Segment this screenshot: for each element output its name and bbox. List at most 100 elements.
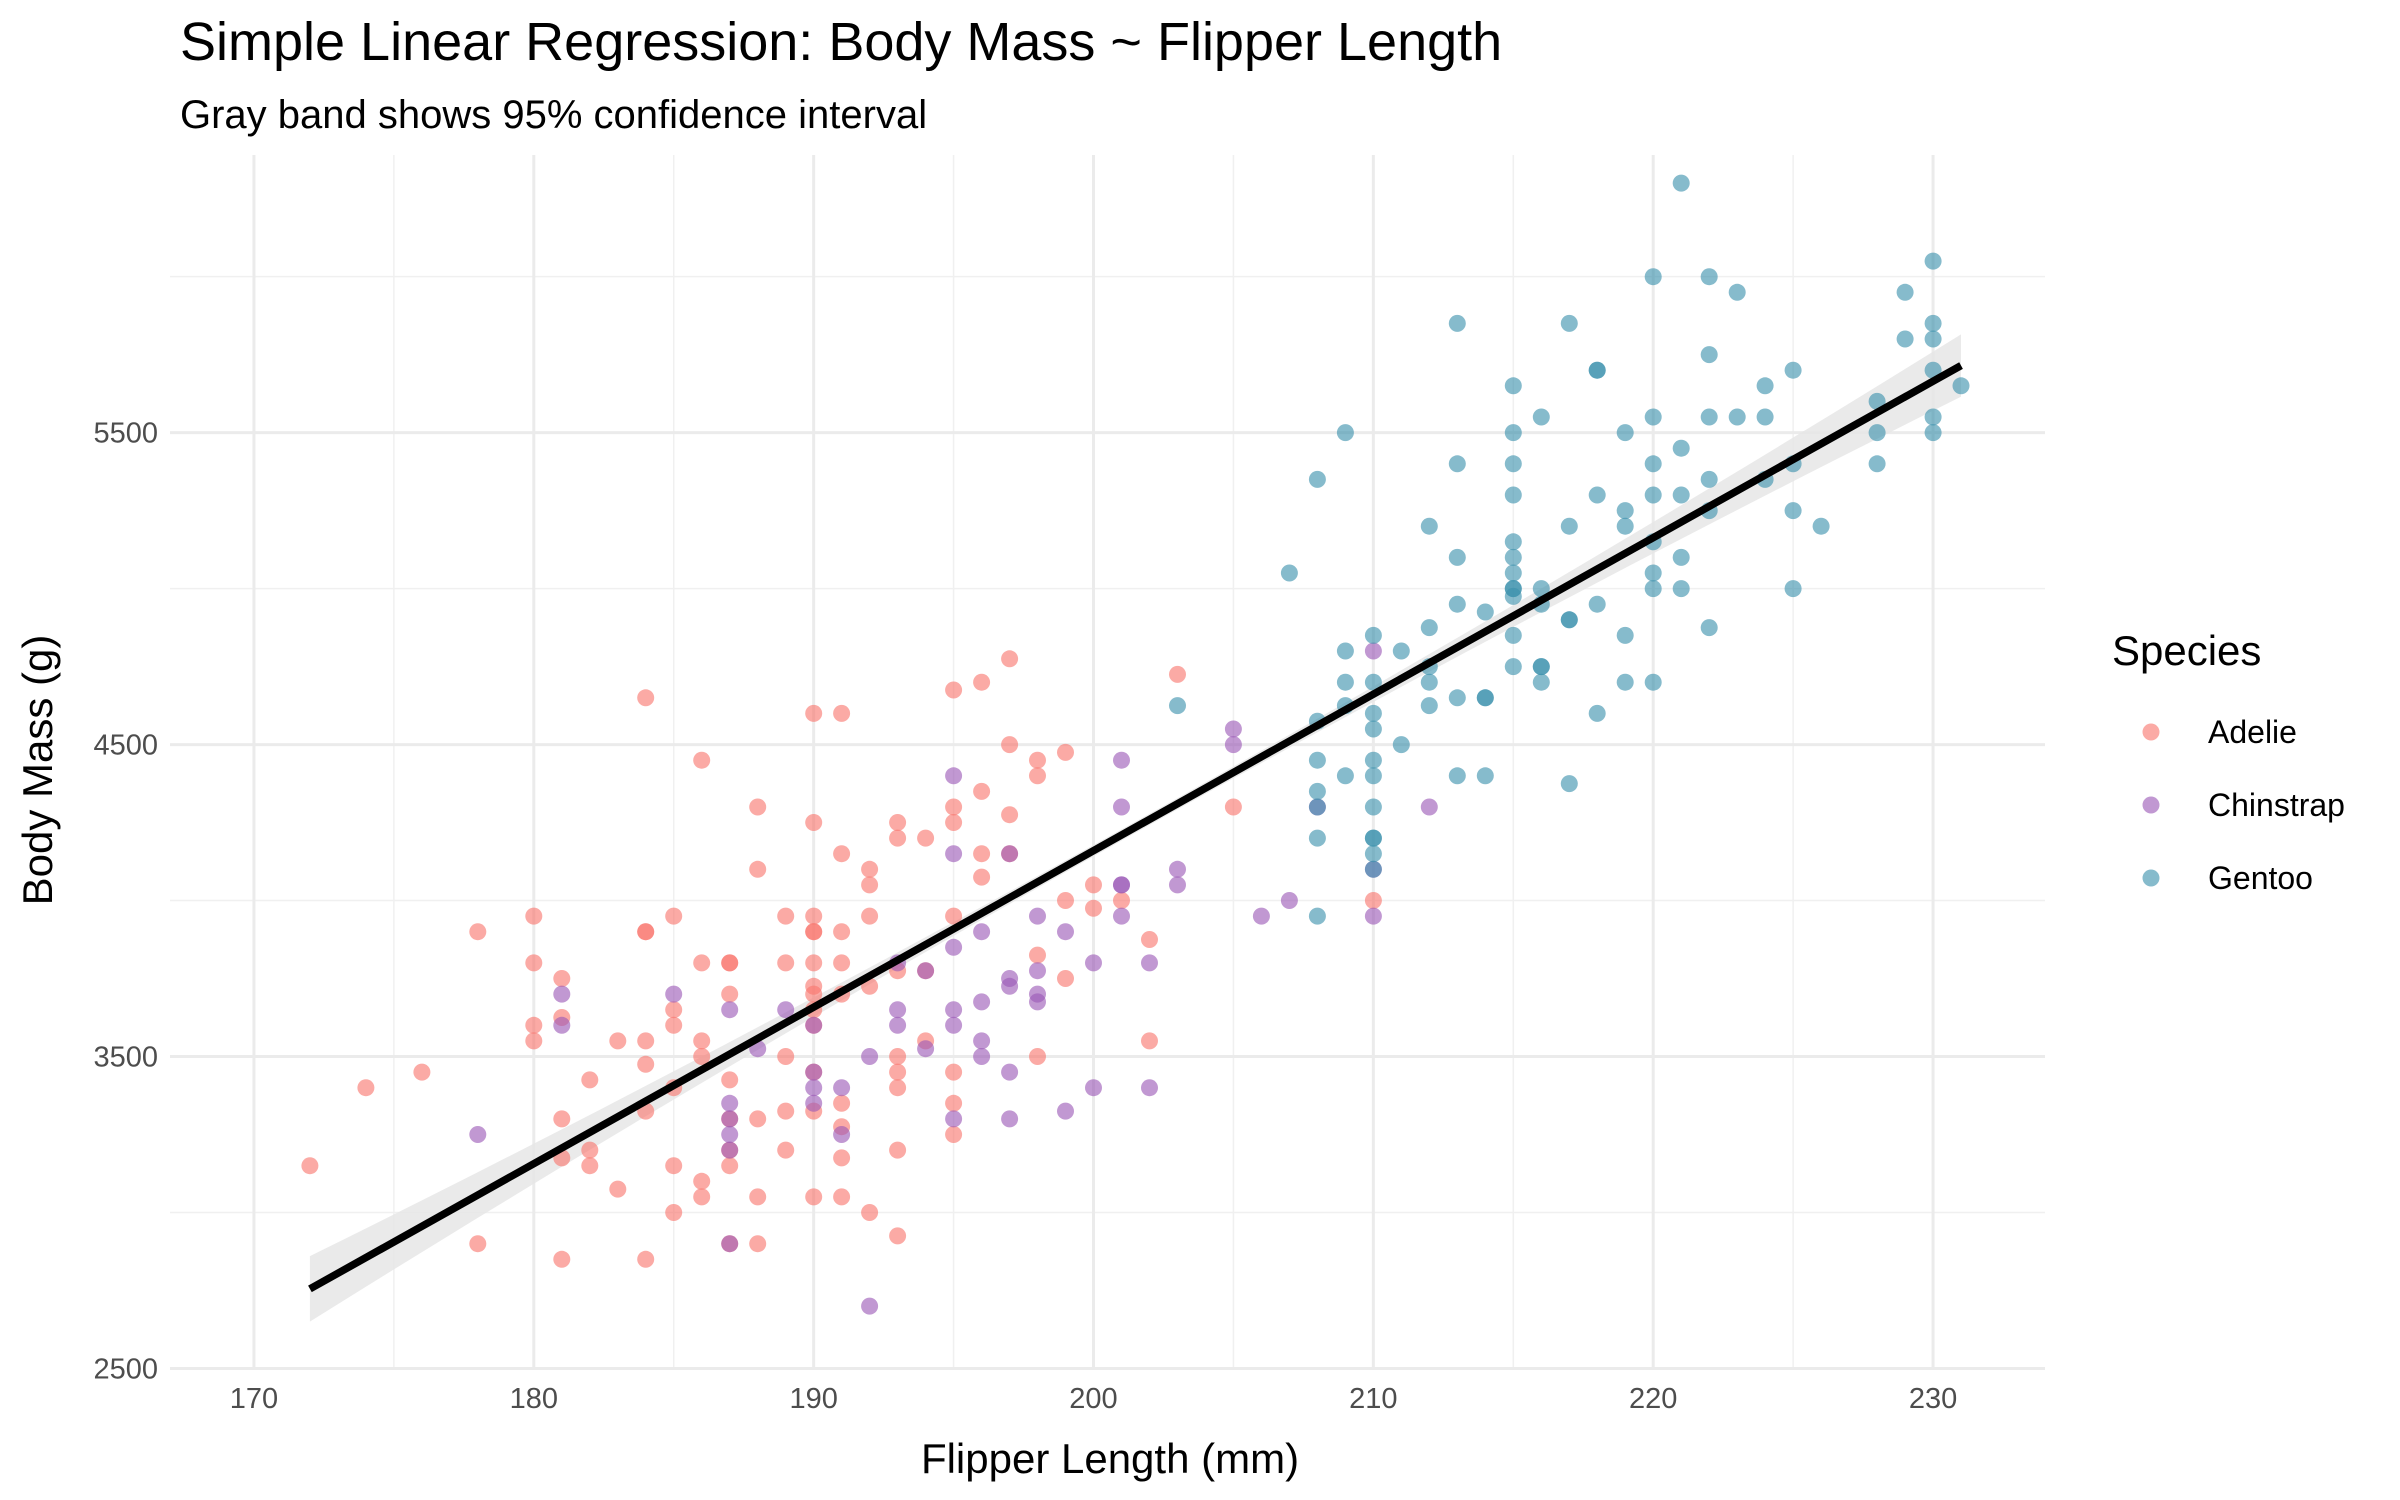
data-point-gentoo <box>1756 408 1774 426</box>
data-point-chinstrap <box>973 993 991 1011</box>
data-point-adelie <box>357 1079 375 1097</box>
data-point-gentoo <box>1280 564 1298 582</box>
data-point-gentoo <box>1364 751 1382 769</box>
legend-title: Species <box>2112 627 2261 674</box>
data-point-chinstrap <box>553 985 571 1003</box>
y-tick-label: 2500 <box>93 1353 158 1385</box>
data-point-adelie <box>833 1149 851 1167</box>
data-point-adelie <box>469 1235 487 1253</box>
data-point-gentoo <box>1308 751 1326 769</box>
data-point-gentoo <box>1924 424 1942 442</box>
data-point-gentoo <box>1532 408 1550 426</box>
data-point-gentoo <box>1420 697 1438 715</box>
data-point-adelie <box>693 1048 711 1065</box>
data-point-chinstrap <box>1085 954 1102 972</box>
data-point-gentoo <box>1448 548 1466 566</box>
data-point-adelie <box>861 907 879 925</box>
data-point-adelie <box>861 860 879 878</box>
data-point-adelie <box>833 704 851 722</box>
data-point-chinstrap <box>973 1032 991 1050</box>
data-point-gentoo <box>1392 736 1410 754</box>
data-point-adelie <box>805 1188 823 1206</box>
data-point-gentoo <box>1756 377 1774 395</box>
data-point-chinstrap <box>553 1016 571 1034</box>
data-point-adelie <box>749 1110 767 1128</box>
data-point-adelie <box>721 954 739 972</box>
data-point-gentoo <box>1868 455 1886 473</box>
data-point-adelie <box>805 704 823 722</box>
data-point-gentoo <box>1700 619 1718 637</box>
regression-line <box>308 362 1963 1293</box>
data-point-gentoo <box>1952 377 1970 395</box>
data-point-adelie <box>665 1001 683 1019</box>
data-point-gentoo <box>1532 580 1550 598</box>
data-point-adelie <box>889 814 907 831</box>
data-point-adelie <box>1001 650 1019 668</box>
data-point-chinstrap <box>721 1001 739 1019</box>
data-point-adelie <box>1057 743 1074 761</box>
data-point-chinstrap <box>721 1126 739 1143</box>
data-point-adelie <box>581 1157 599 1175</box>
data-point-adelie <box>973 673 991 691</box>
data-point-gentoo <box>1588 486 1606 504</box>
data-point-gentoo <box>1644 564 1662 582</box>
data-point-chinstrap <box>665 985 683 1003</box>
data-point-adelie <box>525 1032 543 1050</box>
data-point-gentoo <box>1784 580 1802 598</box>
data-point-adelie <box>1057 970 1074 987</box>
data-point-gentoo <box>1672 439 1690 457</box>
data-point-chinstrap <box>1113 876 1130 894</box>
data-point-adelie <box>665 1016 683 1034</box>
data-point-gentoo <box>1476 767 1494 785</box>
data-point-chinstrap <box>1169 860 1186 878</box>
data-point-gentoo <box>1420 673 1438 691</box>
data-point-adelie <box>1001 736 1019 754</box>
data-point-chinstrap <box>861 1048 879 1065</box>
data-point-adelie <box>833 954 851 972</box>
data-point-adelie <box>777 907 795 925</box>
legend-items: Adelie Chinstrap Gentoo <box>2142 714 2345 896</box>
data-point-gentoo <box>1364 829 1382 847</box>
data-point-gentoo <box>1784 361 1802 379</box>
data-point-adelie <box>973 868 991 886</box>
data-point-gentoo <box>1924 330 1942 348</box>
data-point-adelie <box>945 798 963 816</box>
data-point-adelie <box>1113 892 1130 909</box>
data-point-adelie <box>693 1188 711 1206</box>
data-point-adelie <box>553 970 571 987</box>
data-point-gentoo <box>1504 658 1522 676</box>
data-point-adelie <box>973 845 991 863</box>
regression-line-layer <box>308 362 1963 1293</box>
data-point-chinstrap <box>889 1001 907 1019</box>
data-point-adelie <box>945 907 963 925</box>
data-point-gentoo <box>1616 502 1634 520</box>
data-point-adelie <box>1085 899 1102 917</box>
data-point-gentoo <box>1868 392 1886 410</box>
major-gridlines <box>170 155 2045 1370</box>
data-point-gentoo <box>1504 424 1522 442</box>
data-point-gentoo <box>1700 470 1718 488</box>
data-point-adelie <box>609 1032 627 1050</box>
chart-title: Simple Linear Regression: Body Mass ~ Fl… <box>180 12 1502 72</box>
data-point-chinstrap <box>1364 642 1382 660</box>
data-point-gentoo <box>1560 517 1578 535</box>
data-point-gentoo <box>1644 673 1662 691</box>
data-point-chinstrap <box>1029 962 1046 980</box>
data-point-gentoo <box>1308 829 1326 847</box>
data-point-adelie <box>637 1250 655 1268</box>
data-point-gentoo <box>1364 845 1382 863</box>
data-point-chinstrap <box>945 767 963 785</box>
data-point-adelie <box>805 923 823 941</box>
legend-label-adelie: Adelie <box>2208 714 2297 750</box>
data-point-gentoo <box>1560 314 1578 332</box>
data-point-gentoo <box>1448 314 1466 332</box>
data-point-gentoo <box>1448 595 1466 613</box>
data-point-gentoo <box>1308 907 1326 925</box>
data-point-gentoo <box>1532 673 1550 691</box>
data-point-adelie <box>861 876 879 894</box>
data-point-adelie <box>749 860 767 878</box>
data-point-adelie <box>1141 1032 1158 1050</box>
data-point-gentoo <box>1700 268 1718 286</box>
data-point-gentoo <box>1616 517 1634 535</box>
data-point-adelie <box>637 1032 655 1050</box>
